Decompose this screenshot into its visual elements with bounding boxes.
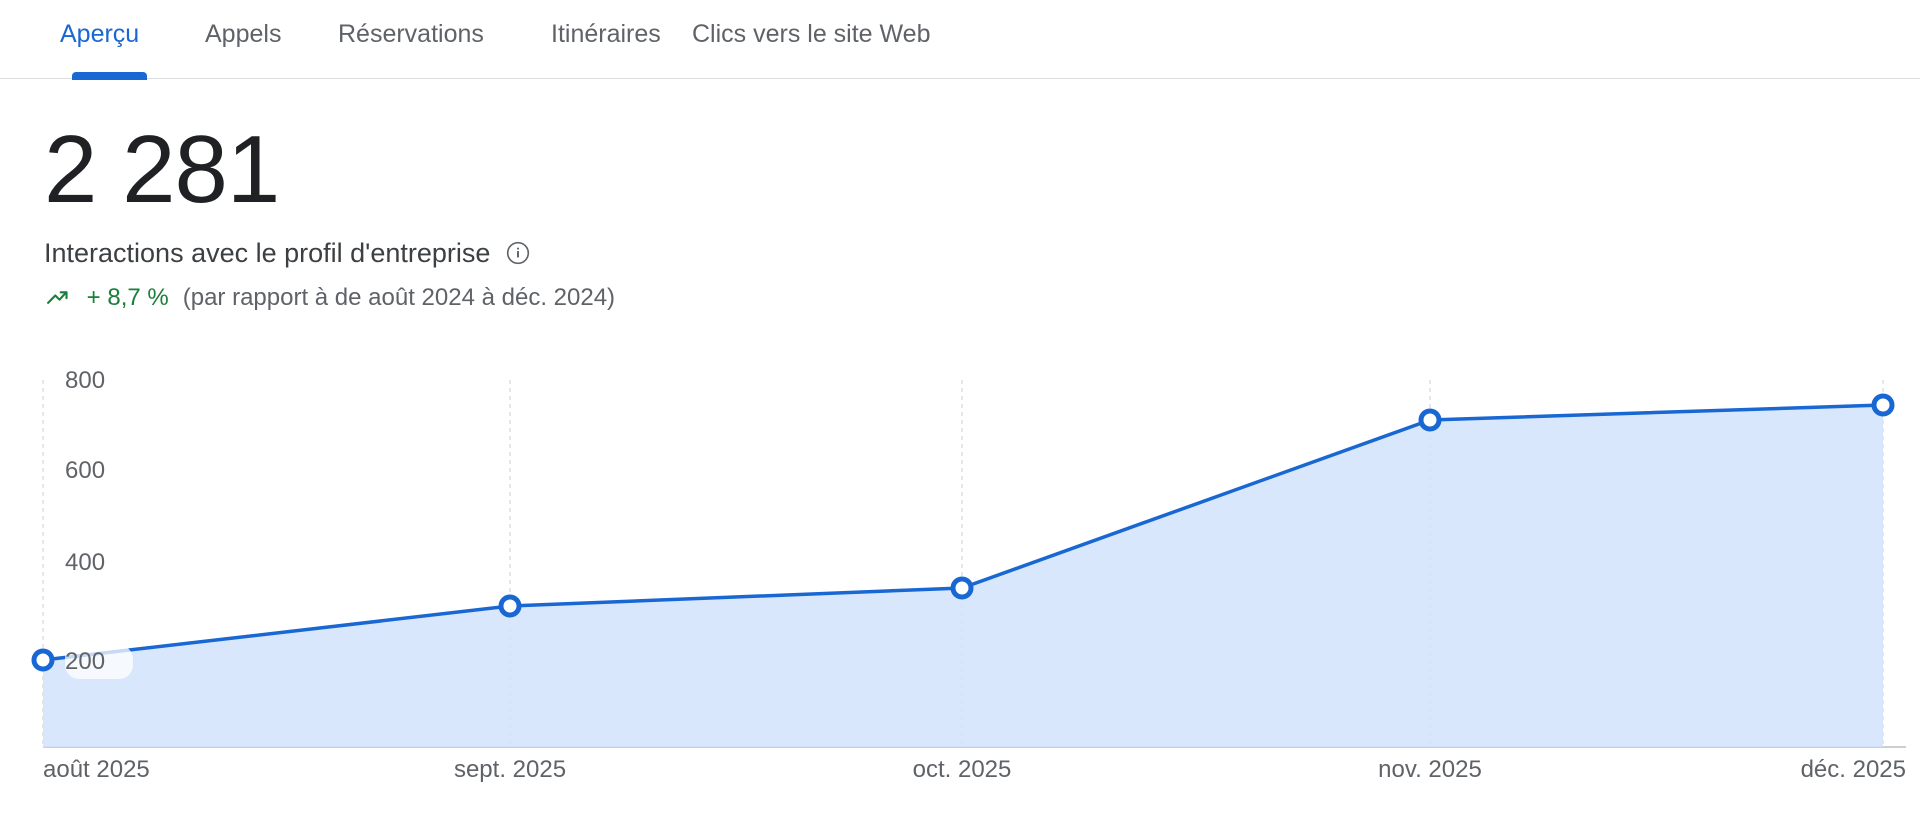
svg-text:800: 800 [65,367,105,394]
svg-text:400: 400 [65,549,105,576]
svg-text:oct. 2025: oct. 2025 [913,756,1012,783]
svg-text:600: 600 [65,457,105,484]
svg-text:200: 200 [65,648,105,675]
svg-text:déc. 2025: déc. 2025 [1801,756,1906,783]
svg-text:sept. 2025: sept. 2025 [454,756,566,783]
svg-text:août 2025: août 2025 [43,756,150,783]
svg-text:nov. 2025: nov. 2025 [1378,756,1482,783]
